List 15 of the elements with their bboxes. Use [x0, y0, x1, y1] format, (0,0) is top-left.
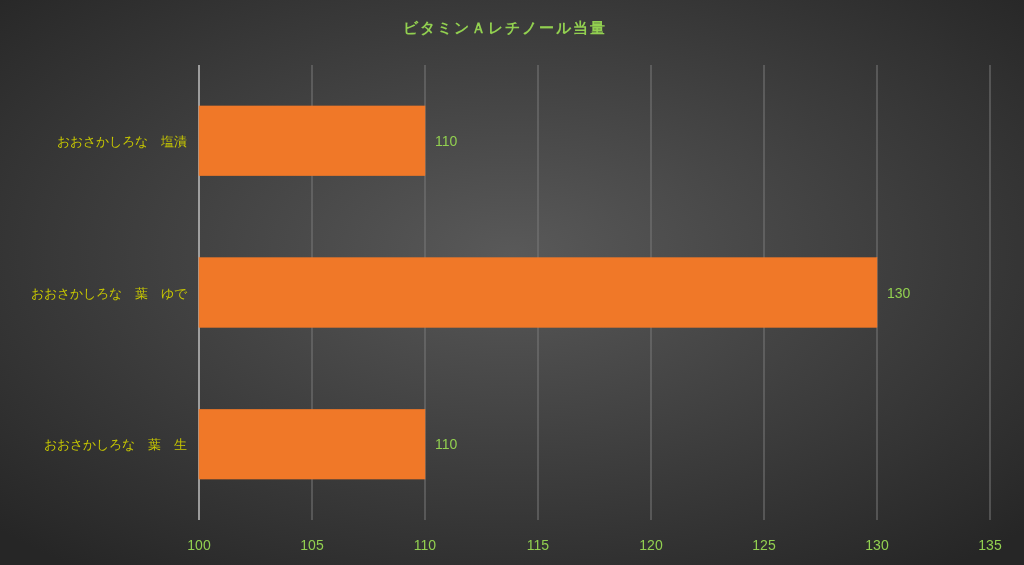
x-tick-label: 130 [865, 537, 889, 553]
x-tick-label: 105 [300, 537, 324, 553]
data-label: 130 [887, 284, 911, 301]
x-tick-label: 115 [526, 537, 550, 553]
x-tick-label: 125 [752, 537, 776, 553]
chart-title: ビタミンＡレチノール当量 [402, 19, 607, 36]
x-tick-label: 100 [187, 537, 211, 553]
y-tick-label: おおさかしろな 葉 ゆで [31, 285, 188, 301]
data-label: 110 [435, 132, 458, 149]
x-tick-label: 110 [413, 537, 437, 553]
x-tick-label: 135 [978, 537, 1002, 553]
data-label: 110 [435, 436, 458, 453]
x-tick-label: 120 [639, 537, 663, 553]
y-tick-label: おおさかしろな 葉 生 [44, 437, 187, 453]
y-tick-label: おおさかしろな 塩漬 [57, 133, 187, 149]
